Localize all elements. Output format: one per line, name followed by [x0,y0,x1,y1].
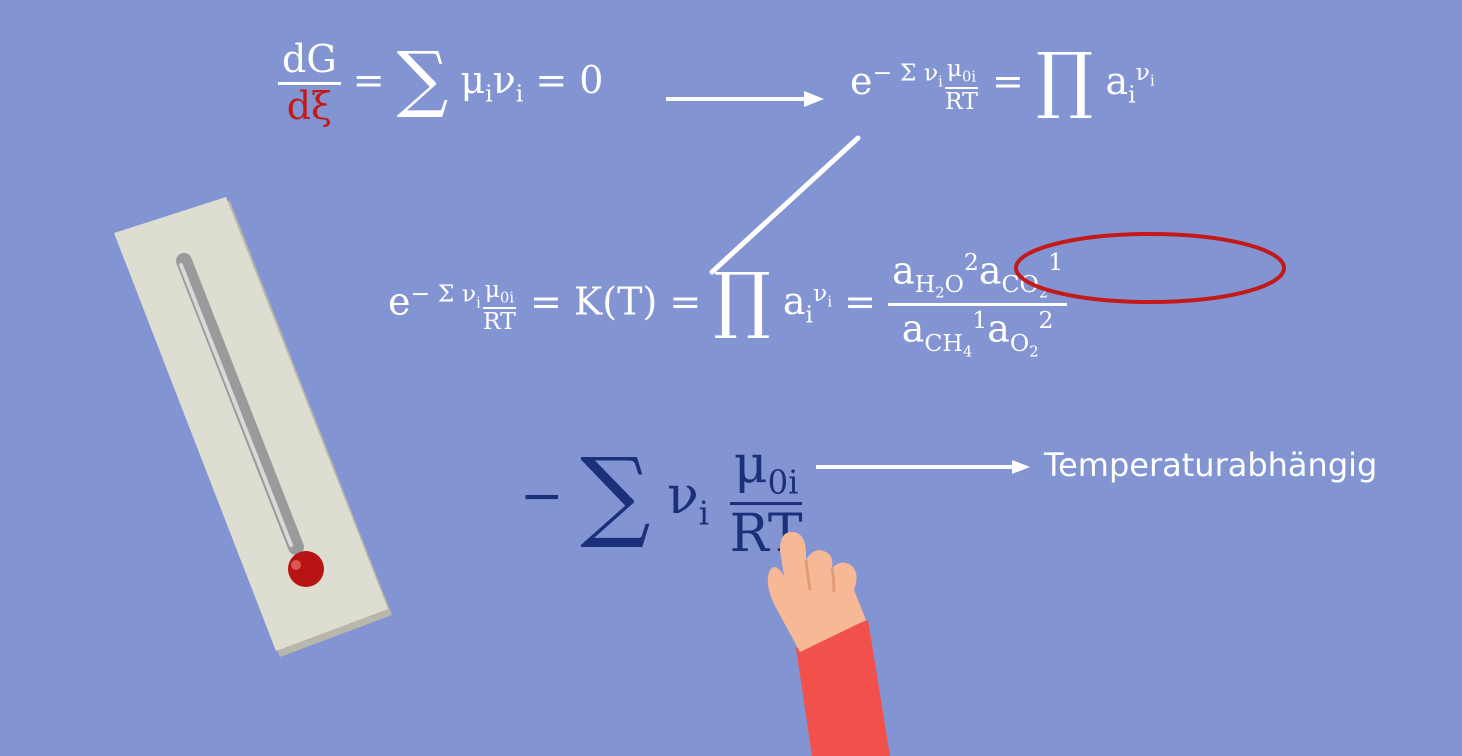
finger-shadow [804,559,836,593]
equals-sign: = [352,57,385,102]
equals-sign: = [844,279,876,324]
pointing-hand-icon [767,531,890,756]
nu-term: νi [667,466,710,533]
dG-numerator: dG [278,39,341,85]
minus-sign: − [520,466,564,527]
sleeve [796,620,890,756]
mu-over-RT-fraction: μ0i RT [726,438,807,562]
activity-ratio-fraction: aH2O2aCO21 aCH41aO22 [888,250,1068,361]
exponent: − Σ νi μ0i RT [410,274,516,335]
arrow-right-icon [816,460,1030,474]
dxi-denominator: dξ [286,83,332,128]
thermometer-bulb-shine [291,560,301,570]
mu-term: μiνi [460,57,524,108]
activity-term: aiνi [782,278,833,329]
temperature-dependent-label: Temperaturabhängig [1044,446,1378,484]
activity-term: aiνi [1105,58,1155,109]
equation-exponential-product: e− Σ νi μ0i RT = ∏ aiνi [850,44,1155,117]
exponent: − Σ νi μ0i RT [872,54,978,115]
thermometer-tube [176,253,304,555]
thermometer-icon [114,197,392,657]
equation-standard-potential-term: − ∑ νi μ0i RT [520,438,807,562]
thermometer-tube-shine [179,263,293,547]
product-symbol: ∏ [1035,38,1094,122]
sum-symbol: ∑ [396,36,449,121]
equation-equilibrium-condition: dG dξ = ∑ μiνi = 0 [278,36,604,128]
equals-zero: = 0 [535,57,604,102]
arrow-right-icon [666,91,824,107]
reactants-denominator: aCH41aO22 [901,306,1054,361]
connector-line [709,135,861,275]
equals-K-of-T: = K(T) = [529,279,702,324]
derivative-fraction: dG dξ [278,39,341,128]
products-numerator: aH2O2aCO21 [888,250,1068,307]
sum-symbol: ∑ [580,437,651,553]
product-symbol: ∏ [713,258,771,343]
equation-equilibrium-constant: e− Σ νi μ0i RT = K(T) = ∏ aiνi = aH2O2aCO2… [388,250,1068,361]
hand [767,531,866,652]
equals-sign: = [991,58,1024,103]
thermometer-bulb [288,551,324,587]
euler-e: e [388,279,411,324]
euler-e: e [850,58,873,103]
mu-numerator: μ0i [729,438,803,506]
